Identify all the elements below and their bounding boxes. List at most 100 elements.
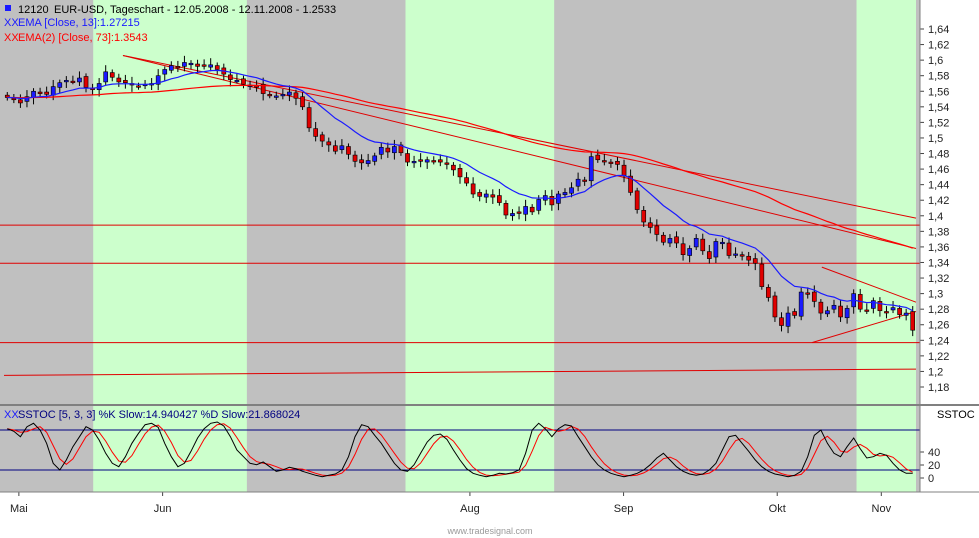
candle-body [234, 80, 240, 83]
candle-body [706, 251, 712, 259]
ema13-legend: EMA [Close, 13]:1.27215 [18, 17, 140, 29]
candle-body [4, 94, 10, 98]
candle-body [50, 86, 56, 96]
candle-body [674, 236, 679, 244]
sstoc-xx-icon[interactable]: XX [4, 409, 19, 421]
x-tick-label: Mai [10, 503, 28, 515]
candle-body [871, 300, 876, 309]
candle-body [293, 92, 299, 99]
candle-body [37, 91, 43, 94]
candle-body [582, 179, 587, 182]
candle-body [346, 146, 351, 155]
candle-body [831, 304, 837, 310]
candle-body [733, 253, 738, 256]
y-tick-label: 1,48 [928, 149, 949, 161]
candle-body [864, 309, 870, 312]
candle-body [667, 238, 673, 244]
highlight-band [93, 0, 247, 404]
candle-body [405, 153, 410, 163]
candle-body [529, 206, 535, 213]
ema73-line [7, 84, 913, 249]
price-axis-bg [920, 0, 979, 404]
candle-body [162, 69, 168, 75]
osc-axis-bg [920, 406, 979, 492]
highlight-band [856, 0, 916, 404]
candle-body [503, 203, 509, 216]
y-tick-label: 1,44 [928, 180, 949, 192]
candle-body [306, 107, 312, 129]
candle-body [595, 154, 601, 161]
candle-body [103, 71, 109, 83]
candle-body [392, 146, 397, 154]
candle-body [44, 91, 49, 95]
candle-body [746, 255, 752, 261]
candle-body [700, 238, 706, 252]
chart-title: EUR-USD, Tageschart - 12.05.2008 - 12.11… [54, 4, 336, 16]
ema73-legend: EMA(2) [Close, 73]:1.3543 [18, 32, 148, 44]
candle-body [726, 242, 732, 256]
candle-body [792, 311, 797, 316]
candle-body [241, 78, 246, 85]
candle-body [116, 77, 122, 83]
y-tick-label: 1,18 [928, 382, 949, 394]
candle-body [195, 63, 200, 67]
candle-body [903, 312, 909, 316]
candle-body [661, 234, 666, 243]
drawing-lines [0, 54, 920, 376]
candle-body [654, 225, 660, 235]
candle-body [897, 308, 902, 315]
highlight-band-osc [856, 406, 916, 492]
watermark: www.tradesignal.com [446, 526, 532, 536]
x-tick-label: Okt [769, 503, 786, 515]
stochastic-lines [0, 421, 920, 478]
candle-body [510, 213, 515, 217]
candle-body [431, 160, 437, 163]
candle-body [621, 164, 627, 176]
highlight-band [405, 0, 555, 404]
y-tick-label: 1,3 [928, 289, 943, 301]
candle-body [63, 80, 69, 83]
y-tick-label: 1,58 [928, 71, 949, 83]
candle-body [411, 161, 417, 164]
candle-body [549, 196, 555, 206]
candle-body [451, 164, 456, 171]
y-tick-label: 1,54 [928, 102, 949, 114]
candle-body [805, 292, 811, 295]
y-tick-label: 1,36 [928, 242, 949, 254]
y-tick-label: 1,56 [928, 86, 949, 98]
y-tick-label: 1,34 [928, 257, 949, 269]
candle-body [385, 147, 391, 153]
y-tick-label: 1,46 [928, 164, 949, 176]
candle-body [188, 62, 194, 66]
sstoc-legend: SSTOC [5, 3, 3] %K Slow:14.940427 %D Slo… [18, 409, 300, 421]
candle-body [182, 62, 187, 67]
candle-body [280, 94, 286, 97]
candle-body [713, 241, 719, 258]
ema-lines [7, 69, 913, 312]
candle-body [228, 74, 233, 80]
candle-body [693, 238, 699, 248]
candle-body [273, 95, 279, 98]
candle-body [70, 80, 76, 83]
candle-body [497, 195, 502, 203]
osc-tick-label: 20 [928, 460, 940, 472]
candle-body [647, 222, 653, 228]
candle-body [752, 258, 758, 264]
x-tick-label: Sep [614, 503, 634, 515]
candle-body [437, 159, 443, 163]
y-tick-label: 1,42 [928, 195, 949, 207]
candle-body [260, 83, 266, 94]
osc-tick-label: 0 [928, 473, 934, 485]
candle-body [798, 291, 804, 317]
candle-body [418, 159, 423, 162]
candle-body [365, 160, 371, 164]
candle-body [641, 210, 647, 223]
ema73-xx-icon[interactable]: XX [4, 32, 19, 44]
grid-lines [920, 28, 924, 388]
ema13-xx-icon[interactable]: XX [4, 17, 19, 29]
candle-body [811, 291, 817, 302]
price-y-axis: 1,64 1,62 1,6 1,58 1,56 1,54 1,52 1,5 1,48 1,46 1,… [928, 24, 949, 394]
stoch-k-line [7, 421, 913, 478]
